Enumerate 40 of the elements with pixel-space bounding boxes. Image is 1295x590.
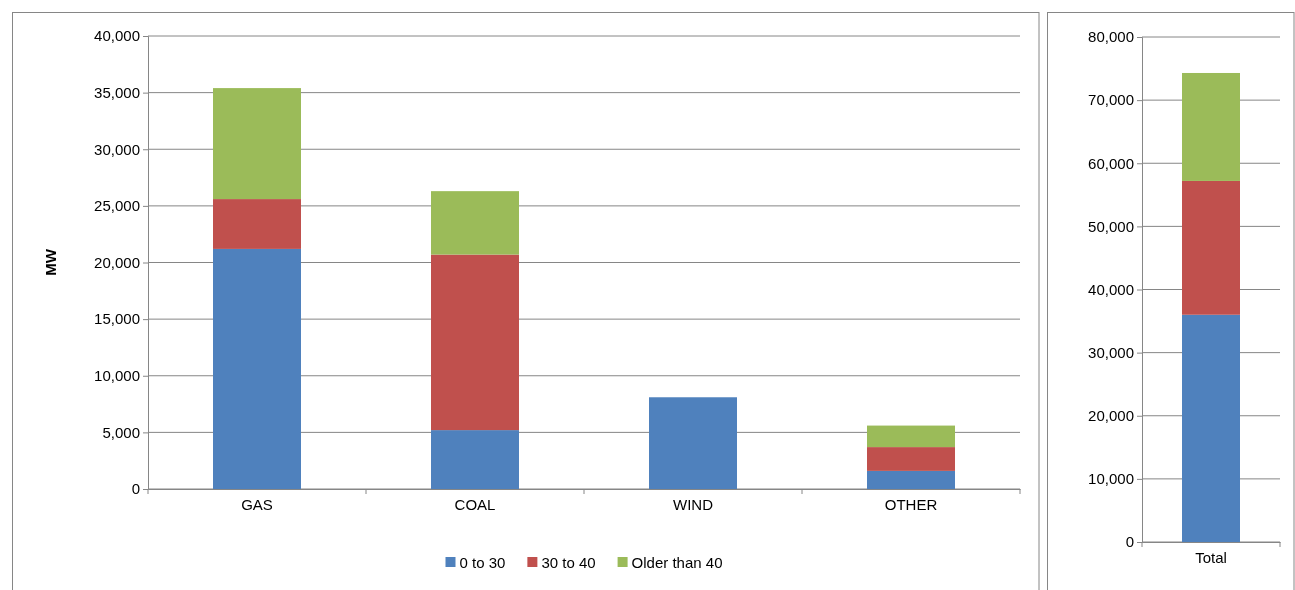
y-tick-label: 80,000 bbox=[1088, 28, 1134, 46]
y-tick-label: 20,000 bbox=[94, 253, 140, 271]
x-tick-label: OTHER bbox=[884, 496, 938, 513]
bar bbox=[867, 425, 955, 448]
bar bbox=[867, 470, 955, 489]
y-axis-title: MW bbox=[42, 248, 59, 276]
bar bbox=[213, 248, 301, 489]
bar bbox=[213, 199, 301, 249]
y-tick-label: 60,000 bbox=[1088, 154, 1134, 172]
y-tick-label: 15,000 bbox=[94, 310, 140, 328]
y-tick-label: 5,000 bbox=[102, 423, 140, 441]
bar bbox=[431, 430, 519, 489]
legend-label: Older than 40 bbox=[631, 553, 723, 571]
y-tick-label: 25,000 bbox=[94, 197, 140, 215]
bar bbox=[649, 397, 737, 489]
x-tick-label: Total bbox=[1195, 549, 1227, 566]
y-tick-label: 35,000 bbox=[94, 83, 140, 101]
y-tick-label: 30,000 bbox=[1088, 343, 1134, 361]
y-tick-label: 40,000 bbox=[1088, 280, 1134, 298]
y-tick-label: 10,000 bbox=[94, 367, 140, 385]
bar bbox=[431, 191, 519, 255]
bar bbox=[1182, 314, 1240, 542]
y-tick-label: 10,000 bbox=[1088, 470, 1134, 488]
bar bbox=[213, 88, 301, 200]
bar bbox=[1182, 180, 1240, 315]
y-tick-label: 20,000 bbox=[1088, 407, 1134, 425]
x-tick-label: COAL bbox=[454, 496, 496, 513]
legend-label: 30 to 40 bbox=[541, 553, 596, 571]
bar bbox=[431, 254, 519, 431]
x-tick-label: GAS bbox=[241, 496, 273, 513]
y-tick-label: 50,000 bbox=[1088, 217, 1134, 235]
x-tick-label: WIND bbox=[673, 496, 714, 513]
bar bbox=[1182, 72, 1240, 181]
y-tick-label: 30,000 bbox=[94, 140, 140, 158]
legend-label: 0 to 30 bbox=[459, 553, 506, 571]
y-tick-label: 40,000 bbox=[94, 27, 140, 45]
y-tick-label: 0 bbox=[1125, 533, 1134, 551]
y-tick-label: 0 bbox=[131, 480, 140, 498]
y-tick-label: 70,000 bbox=[1088, 91, 1134, 109]
bar bbox=[867, 447, 955, 471]
